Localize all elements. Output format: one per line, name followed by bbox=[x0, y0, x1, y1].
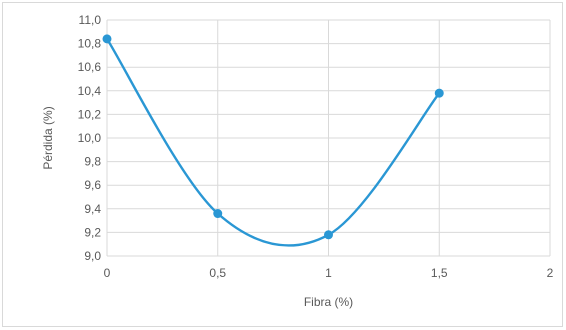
data-point bbox=[102, 34, 112, 44]
y-tick-label: 10,8 bbox=[78, 37, 102, 51]
y-tick-label: 10,4 bbox=[78, 84, 102, 98]
y-tick-label: 9,4 bbox=[84, 202, 101, 216]
data-point bbox=[213, 209, 223, 219]
chart-frame bbox=[2, 2, 563, 327]
series-group bbox=[102, 34, 444, 247]
x-tick-label: 0,5 bbox=[209, 266, 226, 280]
y-tick-label: 11,0 bbox=[79, 13, 102, 27]
y-axis-title: Pérdida (%) bbox=[41, 106, 55, 169]
y-tick-label: 10,0 bbox=[78, 131, 102, 145]
data-point bbox=[324, 230, 333, 240]
y-tick-label: 9,0 bbox=[84, 249, 101, 263]
gridlines bbox=[106, 19, 551, 257]
y-tick-label: 9,2 bbox=[84, 225, 101, 239]
x-tick-label: 1,5 bbox=[431, 266, 448, 280]
y-tick-label: 10,6 bbox=[78, 60, 102, 74]
y-tick-labels: 9,0 9,2 9,4 9,6 9,8 10,0 10,2 10,4 10,6 10,8 11,0 bbox=[78, 13, 102, 263]
x-axis-title: Fibra (%) bbox=[304, 295, 353, 309]
x-tick-labels: 0 0,5 1 1,5 2 bbox=[104, 266, 554, 280]
x-tick-label: 1 bbox=[325, 266, 332, 280]
y-tick-label: 9,8 bbox=[84, 155, 101, 169]
y-tick-label: 10,2 bbox=[78, 107, 102, 121]
x-tick-label: 2 bbox=[547, 266, 554, 280]
data-point bbox=[434, 88, 444, 98]
x-tick-label: 0 bbox=[104, 266, 111, 280]
series-line bbox=[105, 37, 441, 247]
y-tick-label: 9,6 bbox=[84, 178, 101, 192]
